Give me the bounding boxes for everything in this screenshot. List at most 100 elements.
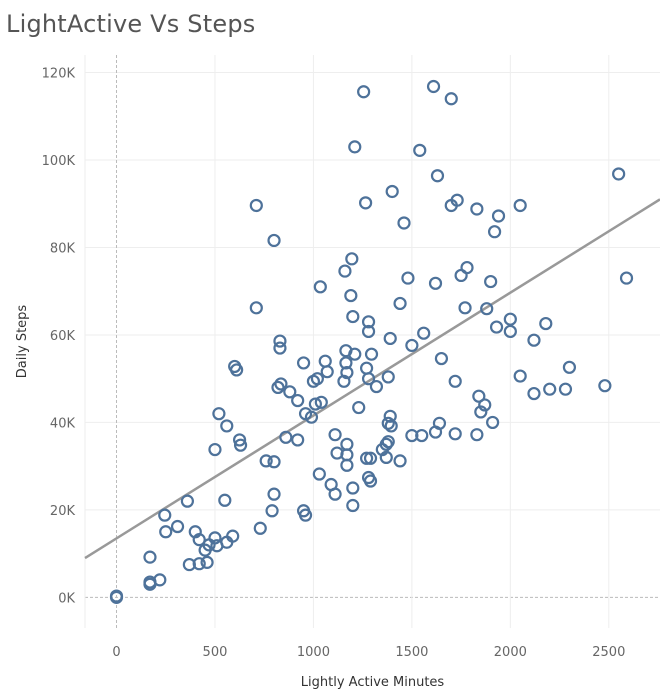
data-point[interactable] [291, 393, 305, 408]
data-point[interactable] [208, 442, 222, 457]
data-point[interactable] [385, 184, 399, 199]
data-point[interactable] [359, 361, 374, 375]
data-point[interactable] [478, 398, 492, 412]
data-point[interactable] [434, 351, 449, 366]
data-point[interactable] [153, 573, 167, 587]
data-point[interactable] [328, 428, 342, 442]
data-point[interactable] [340, 437, 354, 451]
data-point[interactable] [405, 428, 419, 443]
data-point[interactable] [192, 533, 206, 547]
data-point[interactable] [369, 379, 384, 394]
data-point[interactable] [340, 365, 354, 380]
data-point[interactable] [432, 416, 447, 430]
data-point[interactable] [527, 333, 541, 347]
data-point[interactable] [233, 438, 248, 452]
data-point[interactable] [357, 85, 371, 99]
data-point[interactable] [450, 193, 464, 207]
data-point[interactable] [346, 309, 360, 324]
data-point[interactable] [539, 316, 553, 331]
data-point[interactable] [415, 428, 429, 443]
data-point[interactable] [310, 372, 324, 386]
data-point[interactable] [304, 410, 319, 424]
data-point[interactable] [249, 301, 263, 315]
data-point[interactable] [397, 216, 411, 230]
data-point[interactable] [513, 198, 527, 213]
data-point[interactable] [158, 508, 172, 522]
data-point[interactable] [143, 550, 157, 564]
data-point[interactable] [337, 374, 351, 388]
data-point[interactable] [359, 451, 374, 465]
data-point[interactable] [230, 363, 244, 377]
data-point[interactable] [170, 519, 185, 534]
data-point[interactable] [339, 356, 353, 370]
data-point[interactable] [200, 555, 214, 569]
data-point[interactable] [313, 280, 327, 294]
data-point[interactable] [486, 415, 500, 430]
data-point[interactable] [381, 370, 395, 384]
data-point[interactable] [109, 589, 124, 603]
data-point[interactable] [598, 379, 612, 393]
data-point[interactable] [417, 326, 431, 340]
data-point[interactable] [318, 354, 332, 368]
data-point[interactable] [480, 302, 494, 316]
data-point[interactable] [472, 389, 486, 403]
data-point[interactable] [279, 430, 293, 444]
data-point[interactable] [312, 467, 326, 481]
data-point[interactable] [274, 377, 288, 391]
data-point[interactable] [491, 209, 506, 223]
data-point[interactable] [346, 481, 360, 495]
data-point[interactable] [460, 260, 474, 275]
data-point[interactable] [612, 167, 626, 181]
data-point[interactable] [619, 271, 634, 285]
data-point[interactable] [212, 407, 226, 421]
data-point[interactable] [283, 385, 297, 399]
data-point[interactable] [363, 451, 378, 465]
data-point[interactable] [364, 347, 379, 361]
data-point[interactable] [503, 324, 517, 339]
data-point[interactable] [487, 225, 502, 239]
data-point[interactable] [428, 276, 443, 290]
data-point[interactable] [470, 428, 484, 442]
data-point[interactable] [249, 198, 263, 213]
data-point[interactable] [513, 369, 527, 383]
data-point[interactable] [384, 419, 398, 433]
data-point[interactable] [489, 320, 504, 334]
data-point[interactable] [267, 455, 281, 469]
data-point[interactable] [405, 338, 419, 353]
data-point[interactable] [383, 409, 397, 423]
data-point[interactable] [363, 474, 378, 488]
data-point[interactable] [558, 382, 573, 396]
data-point[interactable] [527, 386, 541, 401]
data-point[interactable] [259, 454, 273, 468]
data-point[interactable] [296, 356, 311, 370]
data-point[interactable] [359, 196, 373, 210]
data-point[interactable] [346, 498, 360, 513]
data-point[interactable] [393, 454, 407, 468]
data-point[interactable] [361, 372, 376, 386]
data-point[interactable] [426, 79, 441, 94]
data-point[interactable] [338, 264, 352, 278]
data-point[interactable] [379, 450, 393, 465]
data-point[interactable] [265, 504, 279, 518]
data-point[interactable] [159, 525, 173, 539]
data-point[interactable] [267, 233, 281, 248]
data-point[interactable] [448, 427, 462, 441]
data-point[interactable] [543, 382, 557, 396]
data-point[interactable] [393, 296, 407, 311]
data-point[interactable] [192, 557, 206, 571]
data-point[interactable] [208, 531, 222, 545]
data-point[interactable] [344, 288, 358, 303]
data-point[interactable] [273, 334, 287, 348]
data-point[interactable] [218, 493, 232, 507]
data-point[interactable] [298, 508, 313, 522]
data-point[interactable] [345, 252, 359, 266]
data-point[interactable] [383, 331, 397, 346]
data-point[interactable] [348, 347, 362, 361]
data-point[interactable] [381, 435, 395, 449]
data-point[interactable] [361, 324, 376, 339]
data-point[interactable] [470, 202, 484, 216]
data-point[interactable] [267, 487, 281, 501]
data-point[interactable] [562, 360, 577, 374]
data-point[interactable] [381, 416, 395, 430]
data-point[interactable] [348, 140, 362, 154]
